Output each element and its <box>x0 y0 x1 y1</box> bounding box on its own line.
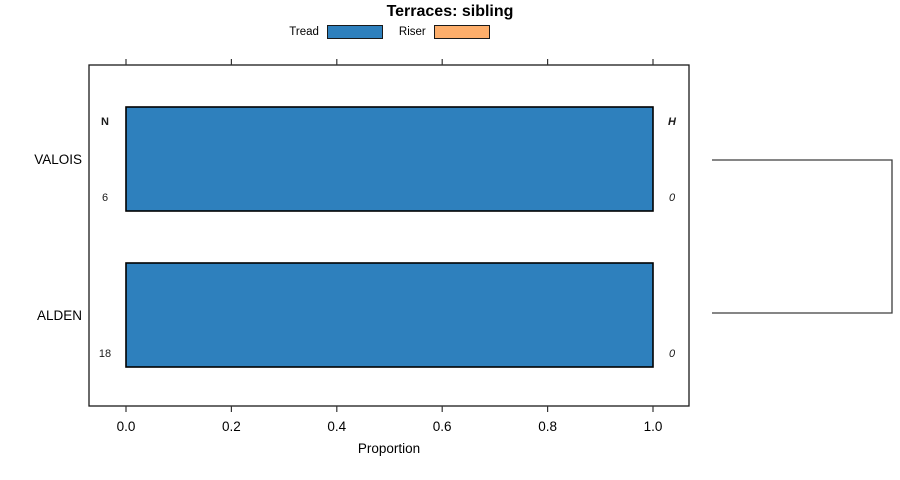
x-axis-title: Proportion <box>358 441 420 456</box>
legend-label-riser: Riser <box>398 26 426 38</box>
legend-swatch-tread <box>326 25 383 39</box>
annotation-right-top-valois: H <box>668 116 677 128</box>
x-tick-label: 0.2 <box>222 419 241 434</box>
legend-item-tread: Tread <box>289 25 383 39</box>
x-tick-label: 0.6 <box>433 419 452 434</box>
plot-frame <box>88 64 690 407</box>
annotation-left-top-valois: N <box>101 116 109 128</box>
bar-tread-alden <box>125 262 654 368</box>
legend-item-riser: Riser <box>399 25 490 39</box>
annotation-right-bottom-alden: 0 <box>669 348 676 360</box>
x-tick-label: 0.8 <box>538 419 557 434</box>
y-category-label: VALOIS <box>34 152 82 167</box>
x-tick-label: 1.0 <box>644 419 663 434</box>
legend-swatch-riser <box>433 25 490 39</box>
annotation-left-bottom-valois: 6 <box>102 192 108 204</box>
bar-tread-valois <box>125 106 654 212</box>
x-tick-label: 0.4 <box>327 419 346 434</box>
y-category-label: ALDEN <box>37 308 82 323</box>
chart-title: Terraces: sibling <box>386 3 514 20</box>
legend: Tread Riser <box>89 25 690 39</box>
annotation-right-bottom-valois: 0 <box>669 192 676 204</box>
x-tick-label: 0.0 <box>117 419 136 434</box>
annotation-left-bottom-alden: 18 <box>99 348 111 360</box>
legend-label-tread: Tread <box>289 26 319 38</box>
dendrogram-link <box>712 159 893 314</box>
